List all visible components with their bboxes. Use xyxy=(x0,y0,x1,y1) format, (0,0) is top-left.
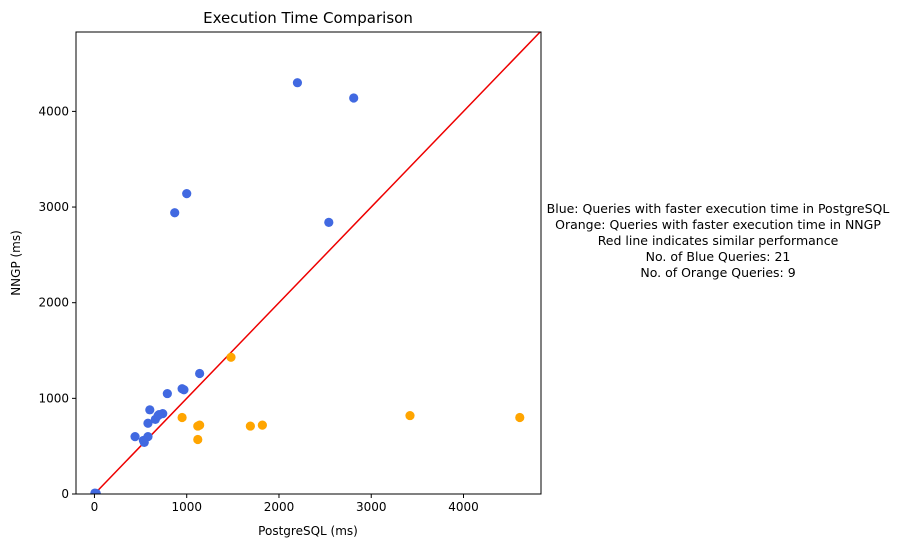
chart-title: Execution Time Comparison xyxy=(203,9,413,27)
annotation-line-orange-count: No. of Orange Queries: 9 xyxy=(640,265,795,280)
orange-point xyxy=(515,412,525,423)
blue-point xyxy=(143,418,153,428)
annotation-line-red: Red line indicates similar performance xyxy=(598,233,839,248)
orange-point xyxy=(226,352,236,362)
blue-point xyxy=(292,78,303,88)
orange-point xyxy=(405,410,415,421)
x-tick-label: 1000 xyxy=(171,500,202,514)
y-tick-label: 4000 xyxy=(38,104,69,118)
blue-point xyxy=(349,93,359,103)
orange-point xyxy=(245,421,255,431)
y-axis: 0 1000 2000 3000 4000 xyxy=(38,104,76,501)
x-tick-label: 2000 xyxy=(264,500,295,514)
orange-point xyxy=(193,434,203,445)
blue-point xyxy=(182,189,192,199)
x-tick-label: 3000 xyxy=(356,500,387,514)
annotation-line-orange: Orange: Queries with faster execution ti… xyxy=(555,217,881,232)
y-axis-label: NNGP (ms) xyxy=(9,230,23,296)
blue-point xyxy=(145,405,155,415)
y-tick-label: 3000 xyxy=(38,200,69,214)
reference-line xyxy=(93,32,541,494)
reference-layer xyxy=(93,32,541,494)
blue-point xyxy=(154,410,164,420)
x-axis: 0 1000 2000 3000 4000 xyxy=(91,494,479,514)
blue-point xyxy=(324,217,334,227)
blue-point xyxy=(130,432,140,442)
points-layer xyxy=(90,78,525,494)
plot-frame xyxy=(75,31,542,495)
y-tick-label: 2000 xyxy=(38,296,69,310)
x-axis-label: PostgreSQL (ms) xyxy=(258,524,358,538)
annotation-line-blue: Blue: Queries with faster execution time… xyxy=(547,201,890,216)
blue-point xyxy=(91,488,101,494)
blue-point xyxy=(195,368,205,379)
annotation-block: Blue: Queries with faster execution time… xyxy=(547,201,890,280)
blue-point xyxy=(162,388,172,399)
x-tick-label: 4000 xyxy=(448,500,479,514)
orange-point xyxy=(177,412,187,423)
blue-point xyxy=(179,385,189,395)
orange-point xyxy=(257,420,267,430)
plot-area xyxy=(75,31,542,495)
y-tick-label: 0 xyxy=(61,487,69,501)
blue-point xyxy=(139,437,149,447)
y-tick-label: 1000 xyxy=(38,391,69,405)
orange-point xyxy=(195,420,205,430)
annotation-line-blue-count: No. of Blue Queries: 21 xyxy=(646,249,791,264)
x-tick-label: 0 xyxy=(91,500,99,514)
blue-point xyxy=(170,208,180,218)
